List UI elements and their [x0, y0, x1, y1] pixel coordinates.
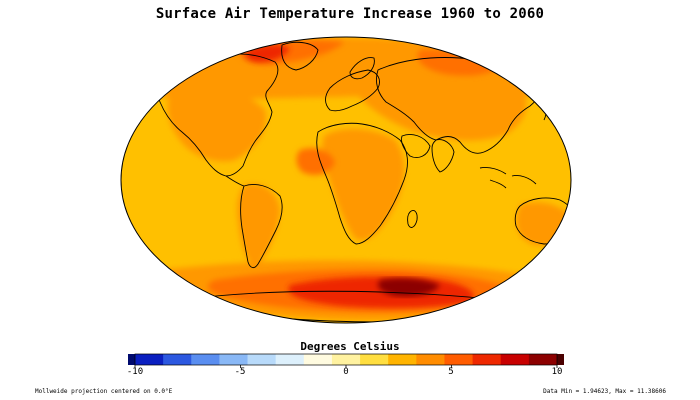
- coastline-africa: [316, 122, 408, 245]
- colorbar-swatch: [219, 354, 249, 365]
- map-title: Surface Air Temperature Increase 1960 to…: [155, 6, 545, 22]
- colorbar-swatch: [275, 354, 305, 365]
- coastline-new-zealand: [588, 246, 591, 262]
- colorbar-swatch: [247, 354, 277, 365]
- colorbar-swatch: [303, 354, 333, 365]
- coastline-north-america: [156, 53, 279, 177]
- colorbar-label: Degrees Celsius: [300, 340, 400, 353]
- coastline-madagascar: [407, 209, 418, 228]
- coastline-europe: [325, 69, 380, 112]
- data-range-note: Data Min = 1.94623, Max = 11.38606: [543, 388, 666, 395]
- coastline-arabia: [401, 134, 431, 158]
- colorbar-swatch: [388, 354, 417, 365]
- colorbar-tick-label: 0: [343, 367, 349, 377]
- projection-note: Mollweide projection centered on 0.0°E: [35, 388, 173, 395]
- coastline-greenland: [281, 41, 319, 71]
- colorbar-swatch: [528, 354, 558, 365]
- colorbar-swatch: [500, 354, 530, 365]
- colorbar-swatch: [360, 354, 389, 365]
- colorbar-swatch: [163, 354, 192, 365]
- globe-outline: [120, 36, 572, 324]
- colorbar-tick-label: 5: [448, 367, 454, 377]
- colorbar-swatch: [331, 354, 361, 365]
- colorbar-under-swatch: [128, 354, 135, 365]
- colorbar-tick-label: -5: [234, 367, 246, 377]
- colorbar-swatch: [472, 354, 502, 365]
- colorbar-tick-label: -10: [126, 367, 144, 377]
- maximum-warming-core: [377, 277, 440, 297]
- colorbar-swatch: [191, 354, 220, 365]
- coastline-scandinavia: [349, 57, 375, 80]
- colorbar: [128, 353, 564, 368]
- colorbar-swatch: [135, 354, 164, 365]
- colorbar-over-swatch: [557, 354, 564, 365]
- coastline-south-america: [240, 184, 283, 269]
- coastline-central-america: [225, 175, 245, 187]
- colorbar-tick-label: 10: [551, 367, 563, 377]
- coastline-indonesia: [479, 167, 537, 189]
- colorbar-swatch: [444, 354, 474, 365]
- coastline-india: [431, 139, 455, 173]
- colorbar-swatch: [416, 354, 445, 365]
